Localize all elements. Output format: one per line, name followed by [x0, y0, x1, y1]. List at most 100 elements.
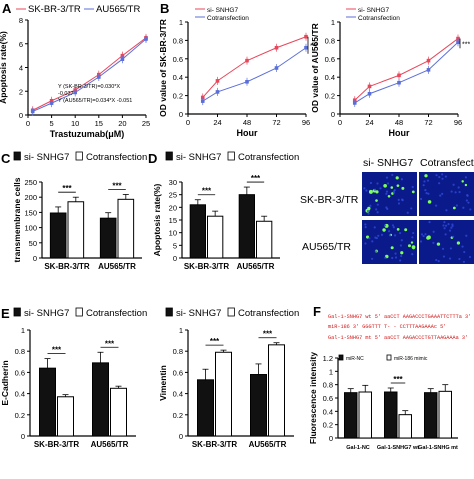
micrograph-cell-2-9	[410, 241, 414, 244]
chart-e2-category-label-0: SK-BR-3/TR	[192, 440, 238, 449]
chart-c-legend-label-1: Cotransfection	[86, 152, 147, 163]
micrograph-nucleus-1-13	[467, 201, 470, 204]
micrograph-nucleus-2-12	[364, 242, 367, 245]
micrograph-nucleus-3-8	[447, 223, 450, 226]
chart-e1-bar-1-0	[92, 362, 109, 437]
micrograph-nucleus-1-6	[426, 179, 430, 182]
micrograph-cell-2-13	[404, 228, 408, 232]
micrograph-nucleus-2-15	[387, 230, 391, 233]
chart-f-bar-1-0	[384, 391, 398, 439]
chart-f-y-tick-label-0: 0	[329, 434, 333, 443]
micrograph-nucleus-2-22	[412, 231, 415, 235]
chart-a-legend-label-1: AU565/TR	[96, 4, 140, 15]
micrograph-nucleus-1-26	[469, 208, 472, 211]
chart-b2-x-tick-label-1: 24	[365, 118, 373, 127]
micrograph-nucleus-0-1	[375, 208, 378, 211]
micrograph-cell-2-7	[396, 228, 400, 231]
chart-b1-y-tick-label-2: 0.4	[173, 73, 183, 82]
chart-f-sig-label-1: ***	[393, 375, 403, 384]
chart-d-legend-label-0: si- SNHG7	[176, 152, 221, 163]
micrograph-nucleus-2-19	[383, 224, 387, 227]
micrograph-nucleus-2-10	[364, 225, 367, 229]
micrograph-nucleus-3-28	[435, 258, 438, 262]
micrograph-nucleus-1-22	[441, 177, 444, 180]
chart-f-y-tick-label-6: 1.2	[323, 354, 333, 363]
chart-e2-category-label-1: AU565/TR	[249, 440, 287, 449]
chart-d-y-tick-label-2: 10	[169, 229, 177, 238]
chart-b2-legend-label-1: Cotransfection	[358, 15, 400, 22]
chart-d-legend-label-1: Cotransfection	[238, 152, 299, 163]
micrograph-cell-0-10	[396, 184, 400, 188]
micrograph-nucleus-3-19	[441, 247, 445, 250]
micrograph-nucleus-2-25	[394, 252, 397, 255]
micrograph-nucleus-2-8	[368, 237, 371, 240]
micrograph-nucleus-2-23	[380, 233, 384, 236]
micrograph-nucleus-1-7	[419, 197, 423, 201]
micrograph-nucleus-3-29	[450, 226, 453, 229]
chart-c-sig-label-1: ***	[112, 181, 122, 190]
micrograph-nucleus-1-4	[438, 182, 441, 185]
micrograph-nucleus-1-24	[445, 209, 448, 212]
chart-e1-sig-label-0: ***	[52, 346, 62, 355]
micrograph-cell-1-3	[461, 180, 464, 183]
chart-e1-y-tick-label-4: 0.8	[15, 347, 25, 356]
chart-e2-y-axis-label: Vimentin	[158, 365, 168, 401]
panel-letter-e: E	[1, 306, 10, 321]
micrograph-nucleus-0-27	[386, 207, 389, 210]
chart-f-legend-swatch-1	[386, 354, 392, 361]
micrograph-nucleus-2-16	[394, 256, 398, 259]
micrograph-nucleus-3-0	[458, 257, 461, 261]
chart-b1-y-tick-label-1: 0.2	[173, 92, 183, 101]
chart-d-y-tick-label-6: 30	[169, 178, 177, 187]
chart-e1-y-tick-label-5: 1	[21, 326, 25, 335]
chart-b1-x-tick-label-2: 48	[243, 118, 251, 127]
micrograph-nucleus-2-4	[388, 234, 392, 237]
micrograph-nucleus-3-26	[451, 223, 454, 226]
micrograph-cell-2-6	[412, 246, 415, 250]
chart-d-y-tick-label-5: 25	[169, 191, 177, 200]
chart-c-bar-1-1	[117, 198, 135, 259]
micrograph-nucleus-0-23	[376, 211, 379, 214]
chart-f-bar-1-1	[398, 414, 412, 439]
chart-d-sig-label-1: ***	[251, 174, 261, 183]
micrograph-nucleus-1-23	[465, 199, 468, 202]
micrograph-nucleus-3-1	[442, 255, 446, 258]
micrograph-nucleus-1-19	[450, 190, 453, 193]
chart-e1-bar-1-1	[110, 387, 127, 437]
chart-f-y-tick-label-1: 0.2	[323, 421, 333, 430]
micrograph-nucleus-2-9	[374, 236, 377, 239]
chart-e2-y-tick-label-2: 0.4	[173, 390, 183, 399]
chart-a-legend-label-0: SK-BR-3/TR	[28, 4, 81, 15]
panel-letter-c: C	[1, 151, 11, 166]
chart-e2-sig-label-1: ***	[263, 330, 273, 339]
micrograph-nucleus-3-4	[432, 230, 435, 233]
micrograph-nucleus-2-18	[411, 253, 414, 256]
chart-e1-category-label-1: AU565/TR	[91, 440, 129, 449]
chart-c-bar-1-0	[99, 217, 117, 259]
sequence-line-mt: Gal-1-SNHG7 mt 5' aaCCT AAGACCCTGTTAAGAA…	[328, 335, 468, 341]
chart-b1-x-tick-label-4: 96	[302, 118, 310, 127]
chart-a-annotation-0: Y (SK-BR-3/TR)=0.030*X	[58, 84, 120, 90]
micrograph-nucleus-0-6	[385, 176, 389, 179]
chart-b2-y-axis-label: OD value of AU565/TR	[310, 23, 320, 112]
micrograph-nucleus-2-26	[398, 231, 402, 235]
micrograph-nucleus-3-13	[449, 247, 453, 250]
chart-d-bar-0-0	[189, 204, 206, 259]
chart-e2-sig-label-0: ***	[210, 337, 220, 346]
chart-e2-y-tick-label-0: 0	[179, 432, 183, 441]
chart-b1-legend-label-1: Cotransfection	[207, 15, 249, 22]
micrograph-nucleus-2-14	[374, 250, 377, 253]
chart-e1-y-tick-label-0: 0	[21, 432, 25, 441]
chart-a-series-0-line	[32, 37, 147, 111]
chart-a-x-tick-label-0: 0	[26, 119, 30, 128]
micrograph-nucleus-1-12	[457, 186, 460, 189]
micrograph-row-label-1: SK-BR-3/TR	[300, 194, 359, 206]
micrograph-nucleus-0-8	[397, 198, 400, 201]
chart-e1-y-tick-label-3: 0.6	[15, 368, 25, 377]
chart-c-legend-swatch-1	[75, 151, 83, 161]
chart-f-category-label-2: Gal-1-SNHG mt	[418, 445, 458, 451]
micrograph-nucleus-0-0	[366, 209, 370, 213]
micrograph-tile-0	[362, 172, 417, 216]
